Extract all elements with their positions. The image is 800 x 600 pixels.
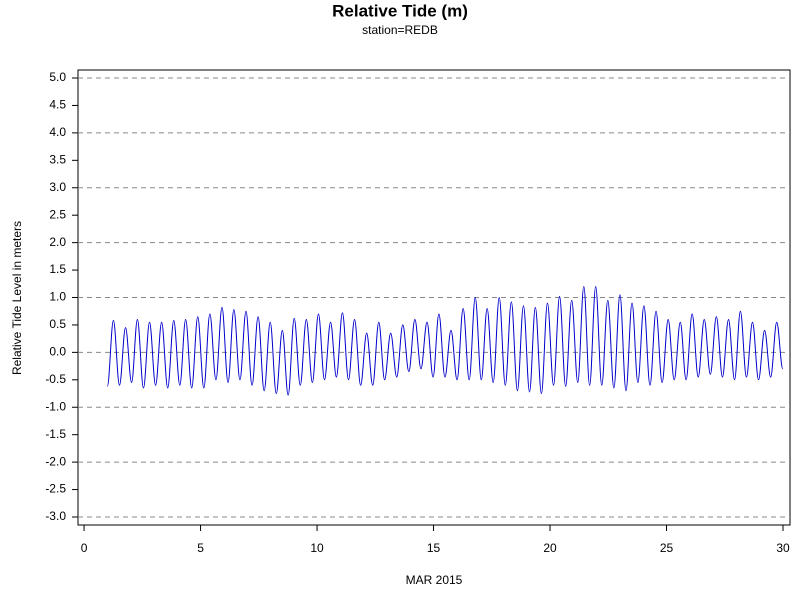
y-tick-label: 0.5 [49,317,66,331]
x-tick-label: 10 [310,541,324,555]
y-tick-label: -1.5 [45,427,66,441]
y-tick-label: -2.0 [45,454,66,468]
x-axis-label: MAR 2015 [406,573,463,587]
y-tick-label: -1.0 [45,399,66,413]
y-tick-label: 4.0 [49,125,66,139]
y-tick-label: 3.0 [49,180,66,194]
chart-subtitle: station=REDB [362,23,438,37]
y-tick-label: 5.0 [49,70,66,84]
x-tick-label: 15 [427,541,441,555]
y-tick-label: -0.5 [45,372,66,386]
y-tick-label: 2.5 [49,207,66,221]
y-tick-label: 1.0 [49,290,66,304]
x-tick-label: 25 [660,541,674,555]
chart-title: Relative Tide (m) [332,1,468,20]
y-tick-label: 2.0 [49,235,66,249]
y-tick-label: 1.5 [49,262,66,276]
x-tick-label: 30 [776,541,790,555]
y-tick-label: -2.5 [45,482,66,496]
x-tick-label: 20 [543,541,557,555]
tide-line [106,286,784,396]
y-tick-label: 0.0 [49,345,66,359]
y-tick-label: -3.0 [45,509,66,523]
y-tick-label: 4.5 [49,98,66,112]
x-tick-label: 0 [81,541,88,555]
y-tick-label: 3.5 [49,152,66,166]
x-tick-label: 5 [197,541,204,555]
y-axis-label: Relative Tide Level in meters [10,221,24,375]
